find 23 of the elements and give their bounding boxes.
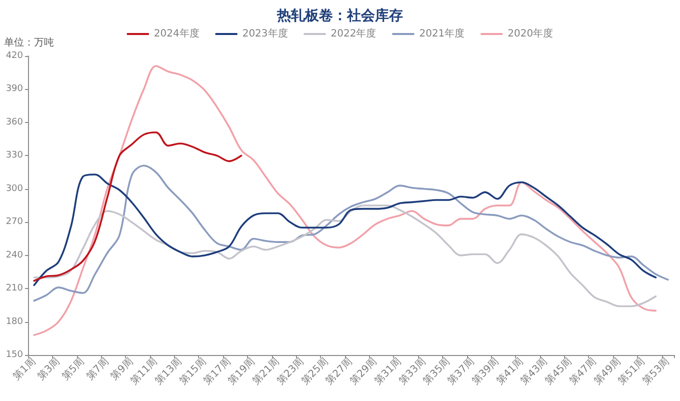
y-tick-label: 420: [6, 51, 24, 61]
legend-label: 2023年度: [242, 28, 288, 40]
chart-title: 热轧板卷：社会库存: [276, 7, 403, 24]
line-series: [33, 164, 669, 302]
legend-label: 2022年度: [330, 28, 376, 40]
y-tick-label: 330: [6, 150, 24, 161]
y-tick-label: 240: [6, 250, 24, 260]
x-tick-label: 第3周: [35, 355, 62, 383]
y-tick-label: 210: [6, 284, 24, 294]
line-series: [33, 65, 657, 336]
y-tick-label: 270: [6, 217, 24, 228]
line-series: [33, 204, 657, 308]
y-tick-label: 150: [6, 350, 24, 360]
line-series: [33, 174, 657, 286]
y-tick-label: 390: [6, 84, 24, 94]
y-tick-label: 300: [6, 184, 24, 194]
y-tick-label: 180: [6, 316, 24, 327]
y-tick-label: 360: [6, 117, 24, 128]
legend-label: 2020年度: [508, 28, 554, 40]
legend-label: 2024年度: [154, 28, 200, 40]
line-series: [33, 132, 242, 282]
y-axis-title: 单位：万吨: [4, 36, 54, 48]
legend-label: 2021年度: [419, 28, 465, 40]
